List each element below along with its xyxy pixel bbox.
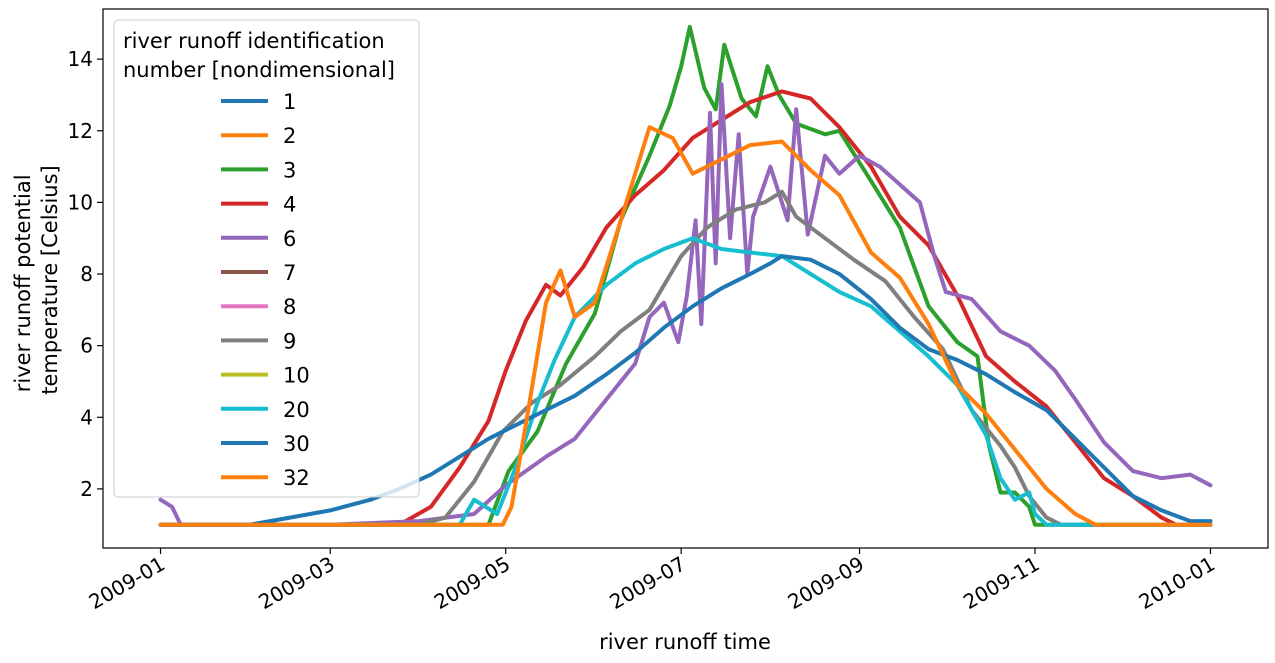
x-axis-label: river runoff time: [599, 630, 771, 654]
legend-label-10: 10: [283, 364, 310, 388]
legend-label-20: 20: [283, 398, 310, 422]
y-axis-label-line-1: river runoff potential: [11, 174, 35, 392]
y-axis: 2 4 6 8 10 12 14: [68, 47, 103, 501]
series-line-30: [158, 254, 1213, 527]
legend-label-30: 30: [283, 432, 310, 456]
legend-frame: [113, 19, 420, 498]
y-tick-label: 4: [80, 405, 93, 429]
legend-label-2: 2: [283, 124, 296, 148]
y-tick-label: 14: [68, 47, 93, 71]
legend-entries: 1 2 3 4 6 7 8 9 10 20 30 32: [221, 90, 310, 490]
series-line-32: [158, 125, 1213, 527]
legend: river runoff identification number [nond…: [113, 19, 420, 498]
series-line-20: [158, 236, 1213, 527]
y-tick-label: 12: [68, 119, 93, 143]
legend-label-8: 8: [283, 295, 296, 319]
legend-title-line-2: number [nondimensional]: [123, 58, 395, 82]
legend-label-4: 4: [283, 193, 296, 217]
legend-title-line-1: river runoff identification: [123, 29, 385, 53]
legend-label-32: 32: [283, 466, 310, 490]
legend-label-3: 3: [283, 158, 296, 182]
legend-label-7: 7: [283, 261, 296, 285]
series-line-6: [158, 82, 1213, 527]
y-tick-label: 2: [80, 477, 93, 501]
y-tick-label: 10: [68, 190, 93, 214]
series-line-9: [158, 189, 1213, 527]
y-axis-label-line-2: temperature [Celsius]: [38, 165, 62, 395]
legend-label-9: 9: [283, 329, 296, 353]
plot-frame: [102, 8, 1269, 549]
y-axis-label: river runoff potential temperature [Cels…: [11, 165, 62, 395]
legend-label-6: 6: [283, 227, 296, 251]
legend-label-1: 1: [283, 90, 296, 114]
y-tick-label: 8: [80, 262, 93, 286]
series-layer: [158, 24, 1213, 527]
y-tick-label: 6: [80, 334, 93, 358]
